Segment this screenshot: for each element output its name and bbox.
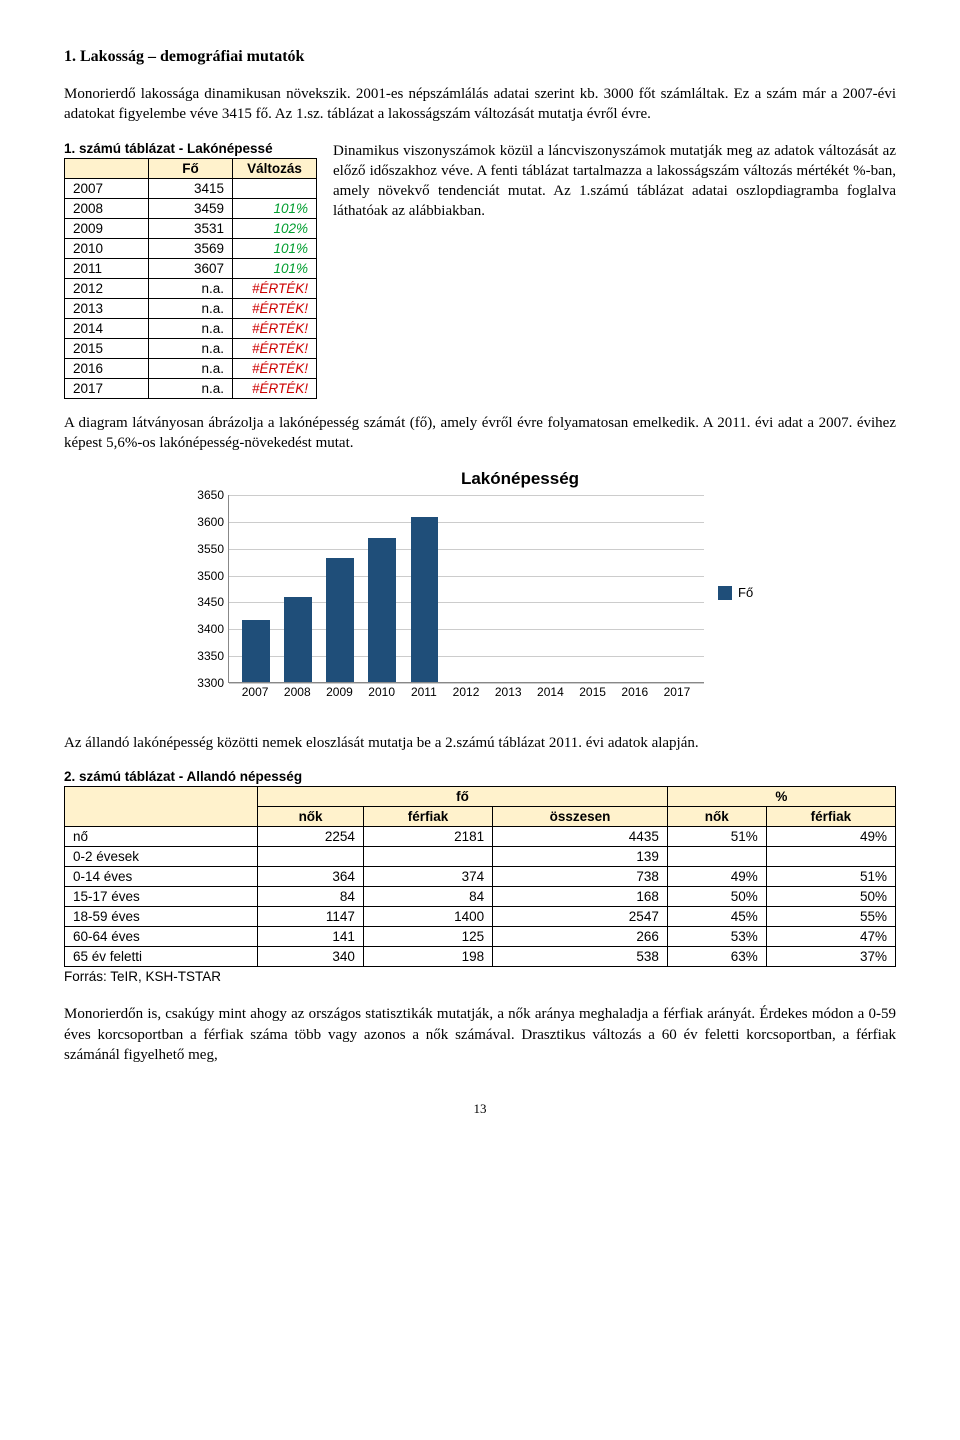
table-row: 20083459101% bbox=[65, 198, 317, 218]
table2-header-cell: összesen bbox=[493, 807, 668, 827]
table1-header-cell: Változás bbox=[233, 158, 317, 178]
table1-header-cell bbox=[65, 158, 149, 178]
table-row: 20093531102% bbox=[65, 218, 317, 238]
legend-label: Fő bbox=[738, 585, 753, 600]
chart-x-tick: 2017 bbox=[656, 685, 698, 705]
table-row: 0-2 évesek139 bbox=[65, 847, 896, 867]
chart-bar bbox=[368, 538, 396, 682]
table2-header-cell: nők bbox=[667, 807, 766, 827]
intro-paragraph: Monorierdő lakossága dinamikusan növeksz… bbox=[64, 84, 896, 125]
table-row: 20113607101% bbox=[65, 258, 317, 278]
chart-y-tick: 3550 bbox=[184, 542, 224, 556]
table2-title: 2. számú táblázat - Allandó népesség bbox=[64, 769, 896, 784]
chart-x-tick: 2011 bbox=[403, 685, 445, 705]
table1: FőVáltozás2007341520083459101%2009353110… bbox=[64, 158, 317, 399]
chart-x-tick: 2007 bbox=[234, 685, 276, 705]
table2-header-cell: nők bbox=[258, 807, 364, 827]
table-row: 2017n.a.#ÉRTÉK! bbox=[65, 378, 317, 398]
chart-bar bbox=[326, 558, 354, 682]
page-number: 13 bbox=[64, 1101, 896, 1117]
chart-bar bbox=[284, 597, 312, 682]
closing-paragraph: Monorierdőn is, csakúgy mint ahogy az or… bbox=[64, 1004, 896, 1065]
legend-swatch bbox=[718, 586, 732, 600]
table2-source: Forrás: TeIR, KSH-TSTAR bbox=[64, 969, 896, 984]
chart-x-tick: 2009 bbox=[318, 685, 360, 705]
table2-header-cell: férfiak bbox=[766, 807, 895, 827]
table-row: 2012n.a.#ÉRTÉK! bbox=[65, 278, 317, 298]
section-title: 1. Lakosság – demográfiai mutatók bbox=[64, 48, 896, 66]
table-row: 60-64 éves14112526653%47% bbox=[65, 927, 896, 947]
chart-x-tick: 2013 bbox=[487, 685, 529, 705]
chart-y-tick: 3500 bbox=[184, 569, 224, 583]
table-row: 20103569101% bbox=[65, 238, 317, 258]
table-row: 2014n.a.#ÉRTÉK! bbox=[65, 318, 317, 338]
table2-intro-paragraph: Az állandó lakónépesség közötti nemek el… bbox=[64, 733, 896, 753]
table-row: 0-14 éves36437473849%51% bbox=[65, 867, 896, 887]
table-row: 18-59 éves11471400254745%55% bbox=[65, 907, 896, 927]
population-bar-chart: Lakónépesség 200720082009201020112012201… bbox=[184, 469, 896, 705]
table-row: 65 év feletti34019853863%37% bbox=[65, 947, 896, 967]
table2-header-cell: fő bbox=[258, 787, 668, 807]
table1-title: 1. számú táblázat - Lakónépessé bbox=[64, 141, 317, 156]
chart-x-tick: 2012 bbox=[445, 685, 487, 705]
chart-y-tick: 3300 bbox=[184, 676, 224, 690]
chart-y-tick: 3650 bbox=[184, 488, 224, 502]
chart-x-tick: 2014 bbox=[529, 685, 571, 705]
table-row: nő22542181443551%49% bbox=[65, 827, 896, 847]
chart-x-tick: 2010 bbox=[361, 685, 403, 705]
chart-legend: Fő bbox=[718, 585, 753, 600]
chart-y-tick: 3600 bbox=[184, 515, 224, 529]
table2-header-cell: férfiak bbox=[363, 807, 492, 827]
table2: fő%nőkférfiakösszesennőkférfiaknő2254218… bbox=[64, 786, 896, 967]
chart-y-tick: 3450 bbox=[184, 595, 224, 609]
chart-bar bbox=[411, 517, 439, 682]
table-row: 2015n.a.#ÉRTÉK! bbox=[65, 338, 317, 358]
chart-y-tick: 3400 bbox=[184, 622, 224, 636]
chart-x-tick: 2008 bbox=[276, 685, 318, 705]
table-row: 2016n.a.#ÉRTÉK! bbox=[65, 358, 317, 378]
chart-x-tick: 2016 bbox=[614, 685, 656, 705]
right-paragraph: Dinamikus viszonyszámok közül a láncvisz… bbox=[333, 141, 896, 222]
chart-title: Lakónépesség bbox=[144, 469, 896, 489]
table1-header-cell: Fő bbox=[149, 158, 233, 178]
chart-bar bbox=[242, 620, 270, 682]
table-row: 20073415 bbox=[65, 178, 317, 198]
mid-paragraph: A diagram látványosan ábrázolja a lakóné… bbox=[64, 413, 896, 454]
table-row: 15-17 éves848416850%50% bbox=[65, 887, 896, 907]
chart-y-tick: 3350 bbox=[184, 649, 224, 663]
table-row: 2013n.a.#ÉRTÉK! bbox=[65, 298, 317, 318]
chart-x-tick: 2015 bbox=[572, 685, 614, 705]
table2-header-cell: % bbox=[667, 787, 895, 807]
